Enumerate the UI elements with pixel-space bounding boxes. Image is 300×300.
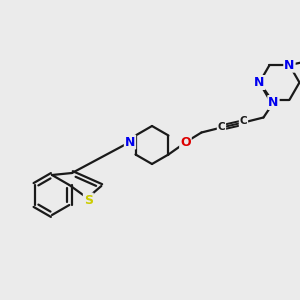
Text: N: N [284, 59, 295, 72]
Text: S: S [84, 194, 93, 206]
Text: N: N [268, 96, 279, 109]
Text: C: C [218, 122, 225, 131]
Text: N: N [125, 136, 135, 148]
Text: N: N [254, 76, 265, 89]
Text: O: O [180, 136, 191, 149]
Text: C: C [240, 116, 247, 127]
